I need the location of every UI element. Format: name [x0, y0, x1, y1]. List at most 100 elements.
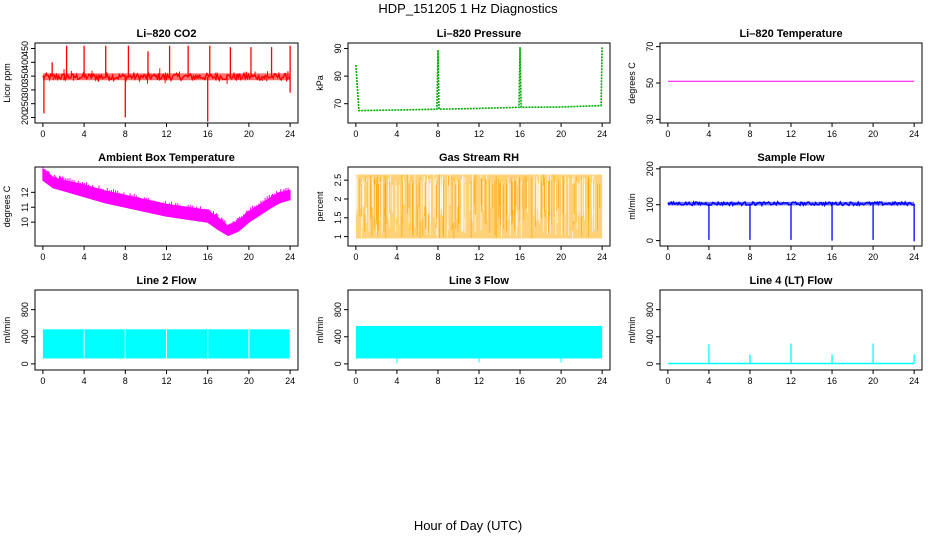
x-tick-label: 24: [285, 252, 295, 262]
x-tick-label: 16: [515, 129, 525, 139]
y-tick-label: 400: [333, 329, 343, 344]
x-tick-label: 12: [474, 376, 484, 386]
y-tick-label: 70: [333, 99, 343, 109]
x-tick-label: 4: [706, 376, 711, 386]
panel-title: Ambient Box Temperature: [98, 152, 235, 164]
x-tick-label: 12: [786, 376, 796, 386]
x-tick-label: 12: [786, 129, 796, 139]
x-tick-label: 4: [394, 376, 399, 386]
x-tick-label: 8: [435, 252, 440, 262]
y-tick-label: 12: [20, 187, 30, 197]
y-tick-label: 400: [20, 55, 30, 70]
x-tick-label: 20: [244, 252, 254, 262]
x-tick-label: 8: [123, 129, 128, 139]
x-tick-label: 20: [556, 129, 566, 139]
x-tick-label: 8: [123, 376, 128, 386]
y-axis-label: degrees C: [2, 185, 12, 227]
x-tick-label: 8: [435, 129, 440, 139]
panel-title: Line 2 Flow: [137, 275, 197, 287]
y-tick-label: 400: [20, 329, 30, 344]
x-tick-label: 24: [285, 129, 295, 139]
plot-area: [355, 47, 603, 112]
y-tick-label: 250: [20, 96, 30, 111]
panel-4: Ambient Box Temperature degrees C 0 4 8 12 16 2…: [2, 152, 299, 262]
x-tick-label: 0: [665, 376, 670, 386]
x-tick-label: 16: [203, 376, 213, 386]
plot-area: [667, 343, 915, 365]
panel-3: Li–820 Temperature degrees C 0 4 8 12 16 20 24 30…: [627, 28, 923, 139]
x-tick-label: 4: [706, 129, 711, 139]
x-tick-label: 24: [909, 252, 919, 262]
x-tick-label: 16: [827, 129, 837, 139]
x-tick-label: 0: [353, 129, 358, 139]
x-tick-label: 24: [597, 252, 607, 262]
y-axis-label: ml/min: [2, 317, 12, 344]
plot-frame: [659, 42, 923, 124]
panel-title: Li–820 CO2: [137, 28, 197, 40]
x-tick-label: 24: [597, 376, 607, 386]
y-tick-label: 2: [333, 196, 343, 201]
x-tick-label: 4: [82, 252, 87, 262]
x-tick-label: 16: [515, 252, 525, 262]
y-tick-label: 450: [20, 41, 30, 56]
panel-2: Li–820 Pressure kPa 0 4 8 12 16 20 24 70 80 90: [315, 28, 611, 139]
x-tick-label: 4: [394, 129, 399, 139]
y-axis-label: Licor ppm: [2, 63, 12, 103]
y-tick-label: 200: [645, 161, 655, 176]
panel-7: Line 2 Flow ml/min 0 4 8 12 16 20 24 0 400 800: [2, 275, 299, 386]
x-tick-label: 0: [40, 129, 45, 139]
y-axis-label: ml/min: [627, 317, 637, 344]
plot-frame: [347, 42, 611, 124]
panel-1: Li–820 CO2 Licor ppm 0 4 8 12 16 20 24 2002503003…: [2, 28, 299, 139]
x-tick-label: 8: [747, 376, 752, 386]
plot-area: [42, 329, 291, 359]
x-tick-label: 0: [40, 252, 45, 262]
y-tick-label: 100: [645, 197, 655, 212]
x-tick-label: 8: [123, 252, 128, 262]
x-tick-label: 24: [909, 129, 919, 139]
x-tick-label: 20: [868, 376, 878, 386]
y-tick-label: 10: [20, 217, 30, 227]
series-band: [42, 169, 291, 237]
y-tick-label: 1.5: [333, 212, 343, 225]
x-tick-label: 12: [161, 129, 171, 139]
y-axis-label: ml/min: [627, 193, 637, 220]
x-tick-label: 20: [868, 129, 878, 139]
panel-5: Gas Stream RH percent 0 4 8 12 16 20 24 1 1.5 2 2.5: [315, 152, 611, 262]
x-tick-label: 12: [474, 252, 484, 262]
x-tick-label: 0: [665, 252, 670, 262]
panel-title: Li–820 Temperature: [739, 28, 842, 40]
y-tick-label: 0: [645, 361, 655, 366]
figure-xlabel: Hour of Day (UTC): [413, 518, 523, 533]
y-axis-label: kPa: [315, 75, 325, 91]
plot-area: [42, 167, 291, 237]
y-tick-label: 0: [333, 361, 343, 366]
x-tick-label: 0: [665, 129, 670, 139]
y-tick-label: 70: [645, 42, 655, 52]
y-tick-label: 30: [645, 114, 655, 124]
x-tick-label: 12: [786, 252, 796, 262]
y-tick-label: 0: [645, 238, 655, 243]
y-tick-label: 200: [20, 110, 30, 125]
panel-6: Sample Flow ml/min 0 4 8 12 16 20 24 0 100 200: [627, 152, 923, 262]
x-tick-label: 16: [515, 376, 525, 386]
panel-9: Line 4 (LT) Flow ml/min 0 4 8 12 16 20 24 0 400 800: [627, 275, 923, 386]
x-tick-label: 16: [827, 376, 837, 386]
y-axis-label: ml/min: [315, 317, 325, 344]
x-tick-label: 12: [161, 376, 171, 386]
figure-title: HDP_151205 1 Hz Diagnostics: [378, 1, 558, 16]
x-tick-label: 20: [244, 376, 254, 386]
series-line: [355, 47, 603, 112]
plot-area: [355, 325, 603, 364]
panel-title: Gas Stream RH: [439, 152, 519, 164]
x-tick-label: 24: [909, 376, 919, 386]
y-tick-label: 11: [20, 203, 30, 212]
x-tick-label: 20: [868, 252, 878, 262]
x-tick-label: 24: [285, 376, 295, 386]
panel-8: Line 3 Flow ml/min 0 4 8 12 16 20 24 0 400 800: [315, 275, 611, 386]
y-tick-label: 800: [645, 302, 655, 317]
y-tick-label: 50: [645, 78, 655, 88]
x-tick-label: 20: [556, 376, 566, 386]
